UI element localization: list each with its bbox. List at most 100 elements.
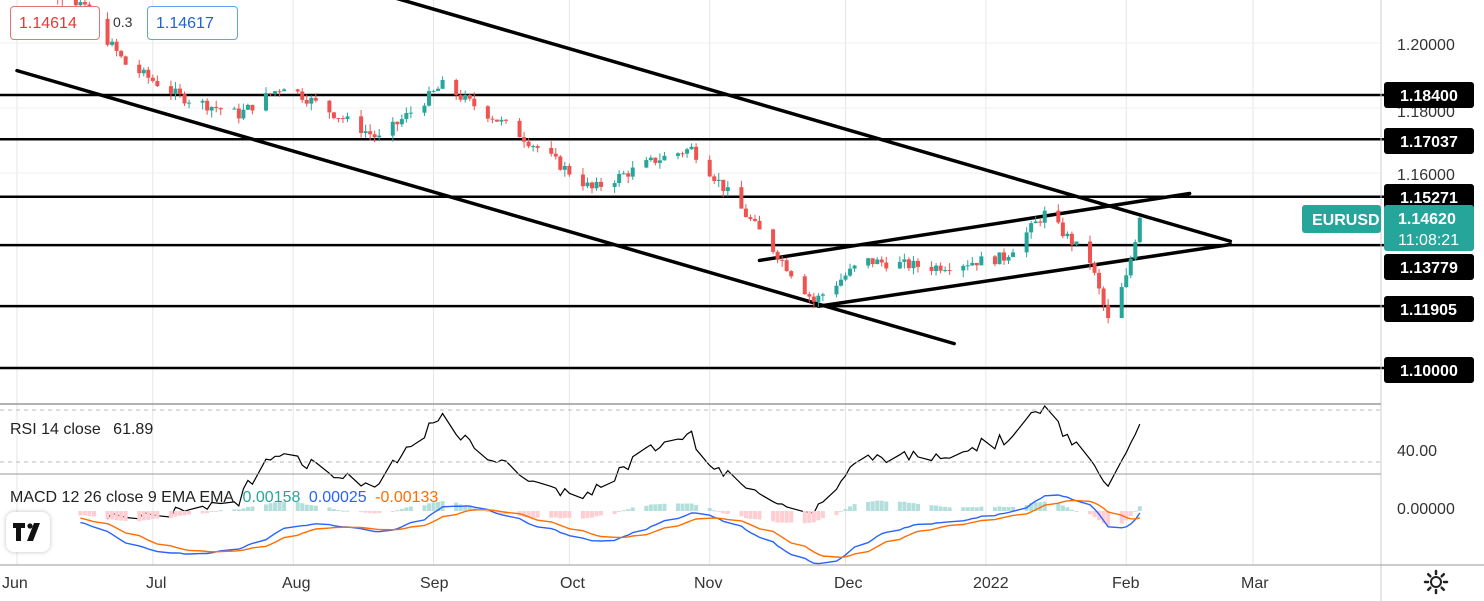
candle xyxy=(155,75,160,88)
macd-histogram-bar xyxy=(300,503,305,511)
candle xyxy=(943,266,948,273)
macd-histogram-bar xyxy=(1042,501,1047,511)
time-label-sep: Sep xyxy=(420,575,449,592)
price-axis-labels: 1.20000 1.18000 1.16000 xyxy=(1397,37,1455,184)
gear-icon[interactable] xyxy=(1423,569,1449,595)
candle xyxy=(1006,255,1011,264)
candle xyxy=(979,251,984,266)
trendline-4 xyxy=(816,242,1233,308)
rsi-legend[interactable]: RSI 14 close 61.89 xyxy=(10,421,157,439)
indicator-axis-labels: 40.00 0.00000 xyxy=(1397,443,1455,518)
macd-histogram-bar xyxy=(273,502,278,511)
macd-histogram-bar xyxy=(236,509,241,511)
rsi-title: RSI 14 close xyxy=(10,421,101,438)
candle xyxy=(789,270,794,279)
macd-histogram-bar xyxy=(875,500,880,511)
macd-histogram-bar xyxy=(1038,502,1043,511)
candle xyxy=(304,94,309,107)
macd-histogram-bar xyxy=(440,501,445,511)
candle xyxy=(236,103,241,124)
candle xyxy=(1011,248,1016,258)
macd-histogram-bar xyxy=(232,509,237,511)
macd-histogram-bar xyxy=(187,511,192,515)
candle xyxy=(522,131,527,148)
trendline-3 xyxy=(757,191,1192,263)
candle xyxy=(1124,268,1129,288)
candle xyxy=(657,153,662,169)
candle xyxy=(345,112,350,123)
macd-histogram-bar xyxy=(282,501,287,511)
price-tick-1: 1.20000 xyxy=(1397,37,1455,54)
candle xyxy=(879,256,884,267)
macd-histogram-bar xyxy=(114,511,119,521)
candle xyxy=(1097,268,1102,295)
candlesticks xyxy=(57,0,1142,324)
candle xyxy=(1038,219,1043,227)
macd-pane xyxy=(78,494,1142,565)
candle xyxy=(680,151,685,158)
macd-histogram-bar xyxy=(947,507,952,511)
macd-histogram-bar xyxy=(436,501,441,511)
candle xyxy=(472,92,477,111)
macd-histogram-bar xyxy=(155,511,160,519)
time-label-oct: Oct xyxy=(560,575,585,592)
candle xyxy=(454,78,459,100)
macd-histogram-bar xyxy=(558,511,563,519)
candle xyxy=(599,177,604,191)
symbol-price-tag: EURUSD 1.14620 11:08:21 xyxy=(1302,205,1474,251)
macd-histogram-bar xyxy=(404,507,409,511)
candle xyxy=(694,143,699,164)
macd-histogram-bar xyxy=(644,505,649,511)
candle xyxy=(205,98,210,115)
price-tick-2: 1.18000 xyxy=(1397,104,1455,121)
macd-histogram-bar xyxy=(1137,506,1142,511)
candle xyxy=(648,155,653,162)
ask-price-button[interactable]: 1.14617 xyxy=(147,6,238,40)
macd-histogram-bar xyxy=(662,503,667,511)
candle xyxy=(897,256,902,270)
macd-histogram-bar xyxy=(979,506,984,511)
candle xyxy=(630,160,635,180)
candle xyxy=(553,148,558,160)
candle xyxy=(839,273,843,287)
macd-histogram-bar xyxy=(725,511,730,515)
rsi-axis-tick: 40.00 xyxy=(1397,443,1437,460)
macd-histogram-bar xyxy=(820,511,825,519)
macd-histogram-bar xyxy=(1097,511,1102,521)
macd-histogram-bar xyxy=(494,511,499,514)
spread-value: 0.3 xyxy=(113,14,133,30)
candle xyxy=(1065,231,1070,239)
candle xyxy=(739,180,744,209)
macd-histogram-bar xyxy=(834,511,839,516)
candle xyxy=(1056,204,1061,225)
candle xyxy=(820,292,825,302)
macd-histogram-bar xyxy=(377,511,382,514)
level-label-2: 1.17037 xyxy=(1400,134,1458,151)
macd-histogram-bar xyxy=(485,510,490,512)
candle xyxy=(1069,231,1074,252)
macd-histogram-bar xyxy=(1133,511,1138,512)
candle xyxy=(463,90,468,103)
horizontal-levels[interactable] xyxy=(0,93,1384,370)
macd-histogram-bar xyxy=(739,511,744,517)
candle xyxy=(168,80,173,100)
candle xyxy=(57,0,59,5)
macd-histogram-bar xyxy=(802,511,807,524)
candle xyxy=(395,121,400,132)
macd-legend[interactable]: MACD 12 26 close 9 EMA EMA 0.00158 0.000… xyxy=(10,489,442,507)
candle xyxy=(340,115,345,123)
candle xyxy=(490,115,495,124)
macd-histogram-bar xyxy=(599,511,604,516)
macd-histogram-bar xyxy=(277,501,282,511)
candle xyxy=(612,180,617,193)
candle xyxy=(626,170,631,184)
macd-histogram-bar xyxy=(721,511,726,514)
candle xyxy=(934,263,939,276)
macd-histogram-bar xyxy=(1033,502,1038,511)
time-label-feb: Feb xyxy=(1112,575,1140,592)
macd-histogram-bar xyxy=(1065,507,1070,511)
candle xyxy=(390,117,395,142)
bid-price-button[interactable]: 1.14614 xyxy=(10,6,100,40)
tradingview-logo-icon[interactable] xyxy=(6,512,50,552)
